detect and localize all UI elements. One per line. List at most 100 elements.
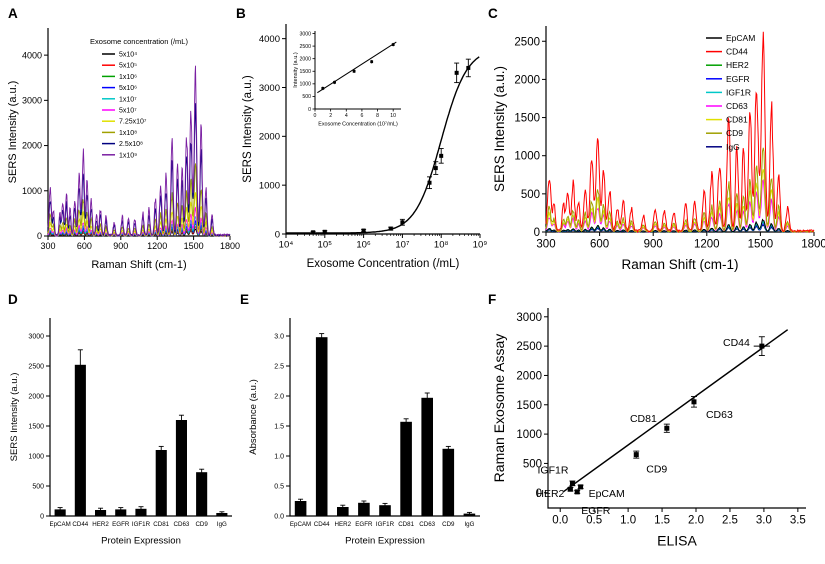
y-tick-label: 0.0 <box>274 513 284 520</box>
category-label: IgG <box>464 521 474 528</box>
x-tick-label: 10⁹ <box>473 240 488 251</box>
inset-fit-line <box>317 41 397 94</box>
fit-line <box>563 329 789 493</box>
panel-d-chart: 0 500 1000 1500 2000 2500 3000 Protein Expressi… <box>9 318 232 547</box>
point-label-EGFR: EGFR <box>581 505 611 517</box>
data-point <box>322 229 327 234</box>
x-tick-label: 300 <box>536 239 555 251</box>
legend-label-5x10⁶: 5x10⁶ <box>119 85 137 92</box>
inset-x-tick-label: 2 <box>329 113 332 119</box>
inset-background <box>289 26 407 130</box>
data-point <box>427 180 432 185</box>
bar-HER2 <box>337 507 349 516</box>
x-tick-label: 1500 <box>748 239 774 251</box>
panel-e-chart: 0.0 0.5 1.0 1.5 2.0 2.5 3.0 Protein Expression A… <box>248 318 480 547</box>
panel-c-label: C <box>488 6 498 21</box>
series-CD44 <box>545 31 815 234</box>
category-label: EpCAM <box>49 521 70 528</box>
x-tick-label: 10⁶ <box>356 240 371 251</box>
inset-y-axis-label: Intensity (a.u.) <box>293 52 299 88</box>
point-label-CD44: CD44 <box>723 337 750 349</box>
y-tick-label: 0 <box>37 231 42 241</box>
point-label-CD9: CD9 <box>646 464 667 476</box>
panel-b-label: B <box>236 6 246 21</box>
legend-label-CD44: CD44 <box>726 47 748 57</box>
x-tick-label: 900 <box>113 241 128 251</box>
y-tick-label: 2500 <box>28 363 44 370</box>
legend-label-2.5x10⁸: 2.5x10⁸ <box>119 141 143 148</box>
y-tick-label: 2500 <box>514 36 540 48</box>
point-label-HER2: HER2 <box>536 488 564 500</box>
data-point <box>361 228 366 233</box>
y-tick-label: 2000 <box>28 393 44 400</box>
x-tick-label: 300 <box>40 241 55 251</box>
series-1x10⁹ <box>47 65 231 237</box>
x-tick-label: 10⁵ <box>318 240 333 251</box>
point-label-CD63: CD63 <box>706 409 733 421</box>
data-point-CD44 <box>759 343 765 349</box>
x-tick-label: 10⁸ <box>434 240 449 251</box>
category-label: CD81 <box>398 521 414 528</box>
bar-EpCAM <box>54 509 66 516</box>
bar-CD44 <box>315 337 328 516</box>
bar-CD9 <box>196 472 208 516</box>
inset-y-tick-label: 2500 <box>299 44 311 50</box>
category-label: CD63 <box>419 521 435 528</box>
category-label: CD9 <box>442 521 455 528</box>
x-tick-label: 2.5 <box>722 515 738 527</box>
panel-c-chart: 300 600 900 1200 1500 1800 0 500 1000 1500 2000 250… <box>492 26 825 272</box>
x-tick-label: 1200 <box>694 239 720 251</box>
point-label-IGF1R: IGF1R <box>538 464 569 476</box>
legend-label-5x10⁷: 5x10⁷ <box>119 107 137 114</box>
category-label: IgG <box>217 521 227 528</box>
legend-label-1x10⁶: 1x10⁶ <box>119 74 137 81</box>
legend-label-IgG: IgG <box>726 142 740 152</box>
bar-CD81 <box>155 450 167 516</box>
data-point <box>433 166 438 171</box>
category-label: IGF1R <box>376 521 395 528</box>
bar-EGFR <box>358 502 370 516</box>
y-tick-label: 2000 <box>514 74 540 86</box>
category-label: EpCAM <box>290 521 311 528</box>
inset-x-axis-label: Exosome Concentration (10⁷/mL) <box>318 122 398 128</box>
y-tick-label: 1.5 <box>274 423 284 430</box>
x-tick-label: 1.5 <box>654 515 670 527</box>
y-tick-label: 2000 <box>516 370 542 382</box>
legend-label-1x10⁸: 1x10⁸ <box>119 130 137 137</box>
category-label: CD81 <box>153 521 169 528</box>
y-tick-label: 4000 <box>259 34 280 45</box>
x-axis-label: Raman Shift (cm-1) <box>621 257 738 272</box>
legend-label-7.25x10⁷: 7.25x10⁷ <box>119 119 147 126</box>
data-point-HER2 <box>567 486 573 492</box>
bar-EpCAM <box>294 501 307 516</box>
y-tick-label: 3000 <box>259 83 280 94</box>
inset-y-tick-label: 0 <box>308 107 311 113</box>
x-tick-label: 10⁷ <box>395 240 410 251</box>
x-tick-label: 600 <box>77 241 92 251</box>
data-point-EpCAM <box>578 484 584 490</box>
category-label: EGFR <box>112 521 130 528</box>
y-tick-label: 3000 <box>22 95 42 105</box>
legend-label-IGF1R: IGF1R <box>726 87 751 97</box>
legend-label-CD9: CD9 <box>726 128 743 138</box>
category-label: EGFR <box>355 521 373 528</box>
inset-y-tick-label: 500 <box>302 94 311 100</box>
y-tick-label: 1000 <box>28 453 44 460</box>
legend-label-1x10⁹: 1x10⁹ <box>119 152 137 159</box>
data-point <box>466 65 471 70</box>
x-tick-label: 2.0 <box>688 515 704 527</box>
panel-e-label: E <box>240 292 250 307</box>
legend-label-5x10⁵: 5x10⁵ <box>119 63 137 70</box>
data-point <box>311 230 316 235</box>
y-tick-label: 0 <box>534 227 540 239</box>
inset-data-point <box>352 69 356 73</box>
category-label: HER2 <box>335 521 352 528</box>
panel-b-chart: 10⁴ 10⁵ 10⁶ 10⁷ 10⁸ 10⁹01000200030004000Exoso… <box>242 24 488 270</box>
legend-label-CD81: CD81 <box>726 115 748 125</box>
x-tick-label: 1800 <box>220 241 240 251</box>
inset-data-point <box>333 80 336 84</box>
data-point <box>388 226 393 231</box>
inset-data-point <box>370 60 374 64</box>
bar-CD9 <box>442 448 455 516</box>
